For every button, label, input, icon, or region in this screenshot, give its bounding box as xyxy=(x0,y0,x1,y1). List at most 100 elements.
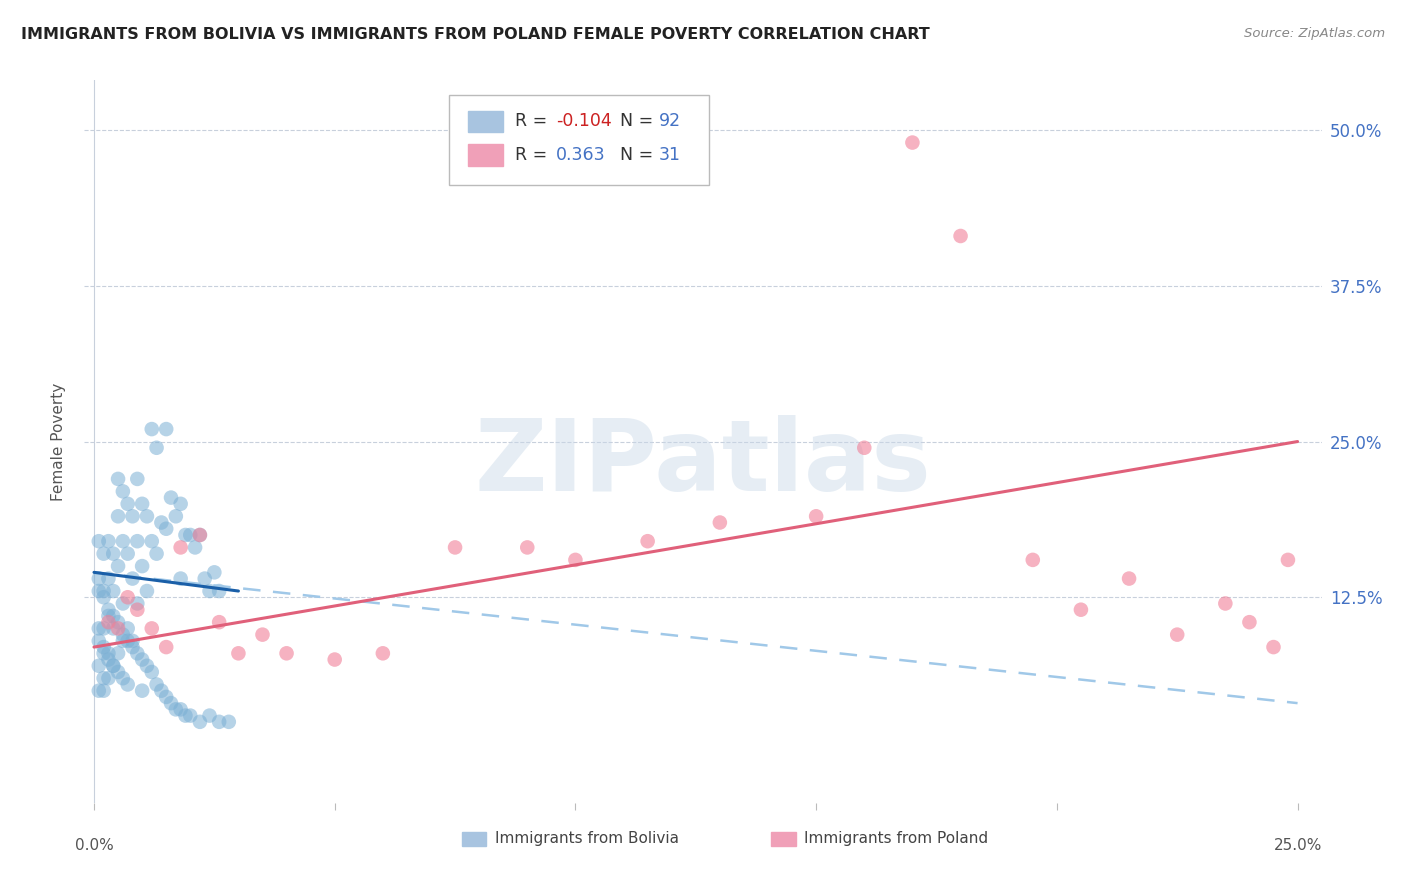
Point xyxy=(103,658,125,673)
Point xyxy=(97,609,120,624)
Point xyxy=(87,584,110,599)
Point xyxy=(111,671,134,685)
Point xyxy=(93,671,115,685)
Point xyxy=(117,497,139,511)
Text: Immigrants from Bolivia: Immigrants from Bolivia xyxy=(495,831,679,847)
Point xyxy=(165,702,187,716)
Point xyxy=(93,591,115,605)
Point xyxy=(444,541,467,555)
Point xyxy=(117,677,139,691)
Text: 31: 31 xyxy=(658,145,681,164)
Text: -0.104: -0.104 xyxy=(555,112,612,130)
Point xyxy=(169,702,191,716)
Point xyxy=(103,658,125,673)
Point xyxy=(949,229,972,244)
Point xyxy=(564,553,586,567)
Point xyxy=(107,472,129,486)
Point xyxy=(117,591,139,605)
Point xyxy=(107,646,129,660)
Point xyxy=(131,683,153,698)
Point xyxy=(136,509,159,524)
FancyBboxPatch shape xyxy=(770,831,796,847)
Point xyxy=(202,566,225,580)
Point xyxy=(136,584,159,599)
Text: R =: R = xyxy=(515,112,547,130)
Point xyxy=(1277,553,1299,567)
Point xyxy=(107,665,129,679)
Point xyxy=(127,534,149,549)
Point xyxy=(127,597,149,611)
Point xyxy=(1166,627,1188,641)
Point xyxy=(107,509,129,524)
Point xyxy=(141,665,163,679)
Point xyxy=(93,683,115,698)
Point xyxy=(97,615,120,630)
Point xyxy=(111,627,134,641)
Point xyxy=(107,621,129,635)
Point xyxy=(97,646,120,660)
Text: ZIPatlas: ZIPatlas xyxy=(475,415,931,512)
Point xyxy=(97,572,120,586)
Point xyxy=(93,547,115,561)
Point xyxy=(174,708,197,723)
FancyBboxPatch shape xyxy=(461,831,486,847)
Point xyxy=(93,621,115,635)
Point xyxy=(117,547,139,561)
Point xyxy=(1070,603,1092,617)
Point xyxy=(155,690,177,704)
Point xyxy=(107,559,129,574)
Point xyxy=(637,534,659,549)
Point xyxy=(218,714,240,729)
Point xyxy=(141,422,163,436)
Point xyxy=(228,646,250,660)
Point xyxy=(155,522,177,536)
Point xyxy=(87,633,110,648)
Point xyxy=(93,646,115,660)
Text: 92: 92 xyxy=(658,112,681,130)
Point xyxy=(145,441,167,455)
Point xyxy=(103,547,125,561)
Text: N =: N = xyxy=(620,112,654,130)
Point xyxy=(87,658,110,673)
Point xyxy=(107,615,129,630)
Point xyxy=(103,621,125,635)
Point xyxy=(131,497,153,511)
Point xyxy=(117,633,139,648)
Point xyxy=(150,683,173,698)
Point xyxy=(93,640,115,654)
Point xyxy=(141,621,163,635)
Point xyxy=(1239,615,1261,630)
Y-axis label: Female Poverty: Female Poverty xyxy=(51,383,66,500)
Point xyxy=(127,646,149,660)
Point xyxy=(127,472,149,486)
Point xyxy=(165,509,187,524)
Point xyxy=(371,646,394,660)
Text: 25.0%: 25.0% xyxy=(1274,838,1322,853)
Point xyxy=(131,559,153,574)
Point xyxy=(117,621,139,635)
Point xyxy=(87,621,110,635)
Point xyxy=(111,597,134,611)
Point xyxy=(804,509,827,524)
Point xyxy=(323,652,346,666)
Text: 0.363: 0.363 xyxy=(555,145,606,164)
Point xyxy=(194,572,217,586)
FancyBboxPatch shape xyxy=(468,144,502,166)
Point xyxy=(121,640,143,654)
Point xyxy=(111,484,134,499)
Point xyxy=(103,609,125,624)
Text: Source: ZipAtlas.com: Source: ZipAtlas.com xyxy=(1244,27,1385,40)
Point xyxy=(111,633,134,648)
Point xyxy=(87,534,110,549)
Point xyxy=(179,708,201,723)
Point xyxy=(853,441,876,455)
Point xyxy=(141,534,163,549)
Point xyxy=(87,683,110,698)
Point xyxy=(252,627,274,641)
Text: N =: N = xyxy=(620,145,654,164)
Point xyxy=(131,652,153,666)
Point xyxy=(188,528,211,542)
Point xyxy=(127,603,149,617)
Point xyxy=(155,422,177,436)
Point xyxy=(198,708,221,723)
